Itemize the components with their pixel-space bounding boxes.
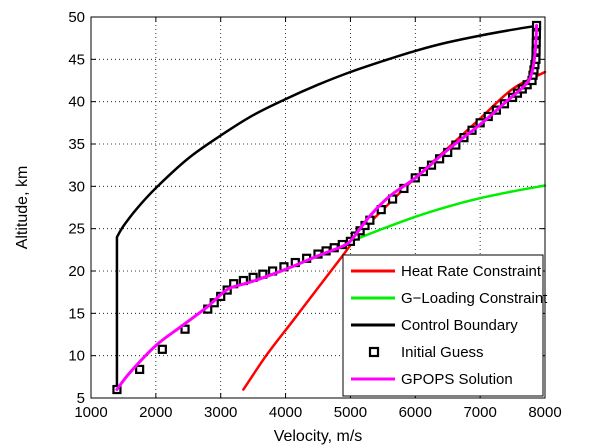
series-line [115,24,540,391]
series-gpops-solution [115,24,539,391]
legend-item: GPOPS Solution [351,371,513,388]
series-g-loading-constraint [349,184,547,243]
initial-guess-marker [180,324,190,334]
x-tick-label: 7000 [463,404,496,421]
legend-item: Heat Rate Constraint [351,263,542,280]
ticks: 1000 2000 3000 4000 5000 6000 7000 8000 5 10 15 20 2… [68,9,561,421]
legend-label: Heat Rate Constraint [401,263,542,280]
legend: Heat Rate Constraint G−Loading Constraint… [342,254,548,397]
y-tick-label: 45 [68,51,85,68]
legend-label: GPOPS Solution [401,371,513,388]
legend-label: Control Boundary [401,317,518,334]
legend-item: G−Loading Constraint [351,290,548,307]
x-tick-label: 2000 [139,404,172,421]
y-tick-label: 40 [68,94,85,111]
x-tick-label: 1000 [74,404,107,421]
y-tick-label: 5 [77,390,85,407]
x-tick-label: 6000 [399,404,432,421]
y-tick-label: 20 [68,263,85,280]
legend-swatch [368,346,380,358]
legend-label: G−Loading Constraint [401,290,548,307]
x-tick-label: 3000 [204,404,237,421]
y-axis-title: Altitude, km [14,166,31,250]
series-layer [112,20,547,395]
y-tick-label: 25 [68,221,85,238]
plot-frame [90,16,546,399]
y-tick-label: 10 [68,348,85,365]
legend-item: Initial Guess [368,344,484,361]
y-tick-label: 50 [68,9,85,26]
y-tick-label: 35 [68,136,85,153]
series-line [115,24,539,391]
x-tick-label: 5000 [334,404,367,421]
series-control-boundary [115,24,540,391]
initial-guess-marker [376,205,386,215]
series-line [349,184,547,243]
x-tick-label: 4000 [269,404,302,421]
initial-guess-marker [157,344,167,354]
y-tick-label: 30 [68,178,85,195]
legend-label: Initial Guess [401,344,484,361]
x-tick-label: 8000 [528,404,561,421]
x-axis-title: Velocity, m/s [274,428,363,445]
y-tick-label: 15 [68,305,85,322]
legend-item: Control Boundary [351,317,518,334]
initial-guess-marker [135,364,145,375]
